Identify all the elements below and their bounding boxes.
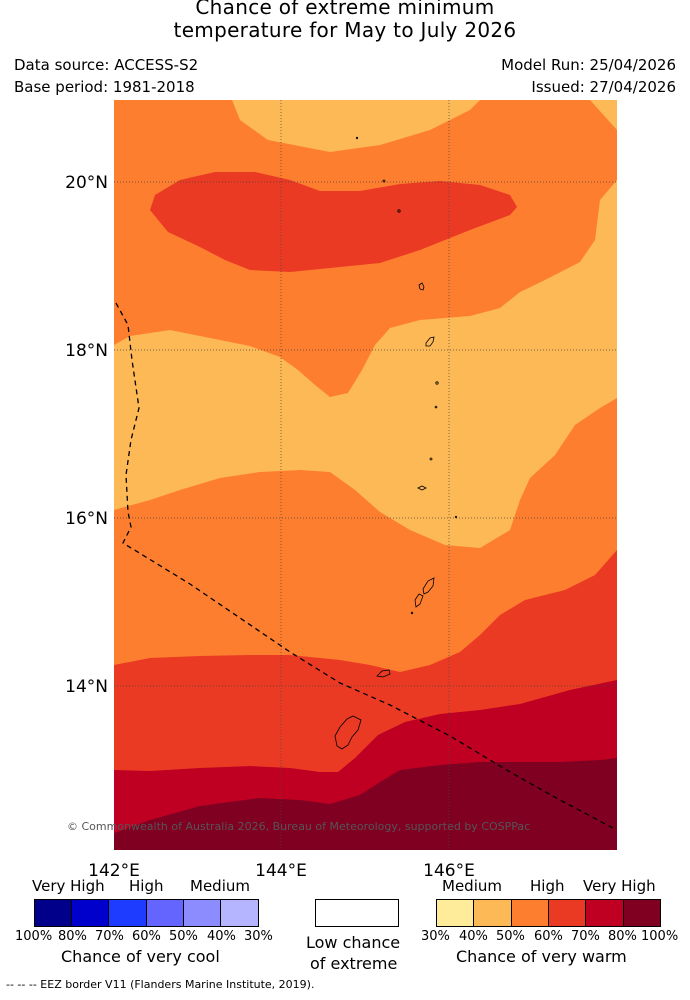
island-farallon	[355, 136, 359, 140]
run-info: Model Run: 25/04/2026 Issued: 27/04/2026	[501, 54, 676, 98]
cool-category-very-high: Very High	[32, 877, 105, 895]
warm-tick-60: 60%	[534, 929, 563, 944]
swatch-warm-80-100	[623, 899, 661, 927]
warm-tick-100: 100%	[641, 929, 679, 944]
warm-tick-30: 30%	[421, 929, 450, 944]
island-guam	[334, 715, 362, 750]
island-asuncion	[397, 209, 401, 213]
lon-label-146e: 146°E	[423, 861, 475, 881]
warm-category-medium: Medium	[442, 877, 502, 895]
swatch-cool-80-70	[71, 899, 109, 927]
swatch-warm-50-60	[511, 899, 549, 927]
low-caption-line-1: Low chance	[306, 933, 401, 952]
zone-60-north	[150, 172, 517, 272]
swatch-warm-30-40	[436, 899, 474, 927]
cool-caption: Chance of very cool	[61, 947, 220, 966]
warm-caption: Chance of very warm	[456, 947, 627, 966]
cool-tick-60: 60%	[132, 929, 161, 944]
island-farallon-medinilla	[454, 515, 458, 519]
island-tinian	[414, 593, 424, 608]
island-agrihan	[418, 282, 425, 291]
island-maug	[382, 179, 386, 183]
cool-tick-80: 80%	[58, 929, 87, 944]
lat-label-20n: 20°N	[65, 173, 108, 193]
swatch-low-chance	[315, 899, 399, 927]
data-source: Data source: ACCESS-S2	[14, 56, 199, 74]
lon-label-142e: 142°E	[88, 861, 140, 881]
probability-map	[114, 100, 617, 850]
island-saipan	[422, 577, 435, 595]
island-sarigan	[429, 457, 433, 461]
zone-80	[114, 758, 617, 850]
cool-tick-30: 30%	[244, 929, 273, 944]
model-run: Model Run: 25/04/2026	[501, 56, 676, 74]
island-pagan	[425, 336, 435, 347]
cool-tick-100: 100%	[15, 929, 53, 944]
island-aguijan	[410, 611, 414, 615]
swatch-warm-40-50	[473, 899, 512, 927]
swatch-cool-50-40	[183, 899, 221, 927]
lat-label-18n: 18°N	[65, 341, 108, 361]
warm-tick-50: 50%	[496, 929, 525, 944]
swatch-warm-70-80	[585, 899, 624, 927]
cool-tick-40: 40%	[207, 929, 236, 944]
island-guguan	[434, 405, 438, 409]
title-line-1: Chance of extreme minimum	[195, 0, 495, 19]
cool-category-medium: Medium	[190, 877, 250, 895]
swatch-cool-60-50	[146, 899, 184, 927]
cool-tick-70: 70%	[95, 929, 124, 944]
lat-label-14n: 14°N	[65, 677, 108, 697]
island-rota	[376, 669, 391, 678]
eez-footnote: -- -- -- EEZ border V11 (Flanders Marine…	[6, 978, 315, 991]
warm-tick-40: 40%	[459, 929, 488, 944]
title-line-2: temperature for May to July 2026	[173, 18, 517, 42]
swatch-cool-100-80	[34, 899, 72, 927]
cool-tick-50: 50%	[169, 929, 198, 944]
swatch-cool-40-30	[220, 899, 259, 927]
base-period: Base period: 1981-2018	[14, 78, 195, 96]
lon-label-144e: 144°E	[255, 861, 307, 881]
warm-tick-80: 80%	[608, 929, 637, 944]
eez-border	[115, 302, 614, 829]
longitude-labels: 142°E 144°E 146°E	[88, 861, 475, 881]
warm-tick-70: 70%	[571, 929, 600, 944]
map-title: Chance of extreme minimum temperature fo…	[0, 0, 690, 42]
latitude-labels: 20°N 18°N 16°N 14°N	[65, 173, 108, 697]
lat-label-16n: 16°N	[65, 509, 108, 529]
issued-date: Issued: 27/04/2026	[531, 78, 676, 96]
island-alamagan	[435, 381, 439, 385]
swatch-warm-60-70	[548, 899, 586, 927]
copyright-text: © Commonwealth of Australia 2026, Bureau…	[67, 820, 530, 833]
warm-category-high: High	[530, 877, 565, 895]
swatch-cool-70-60	[108, 899, 147, 927]
low-caption-line-2: of extreme	[310, 954, 398, 973]
island-anatahan	[417, 485, 427, 491]
warm-category-very-high: Very High	[583, 877, 656, 895]
data-info: Data source: ACCESS-S2 Base period: 1981…	[14, 54, 198, 98]
cool-category-high: High	[129, 877, 164, 895]
gridlines	[114, 100, 617, 850]
islands	[334, 136, 458, 750]
